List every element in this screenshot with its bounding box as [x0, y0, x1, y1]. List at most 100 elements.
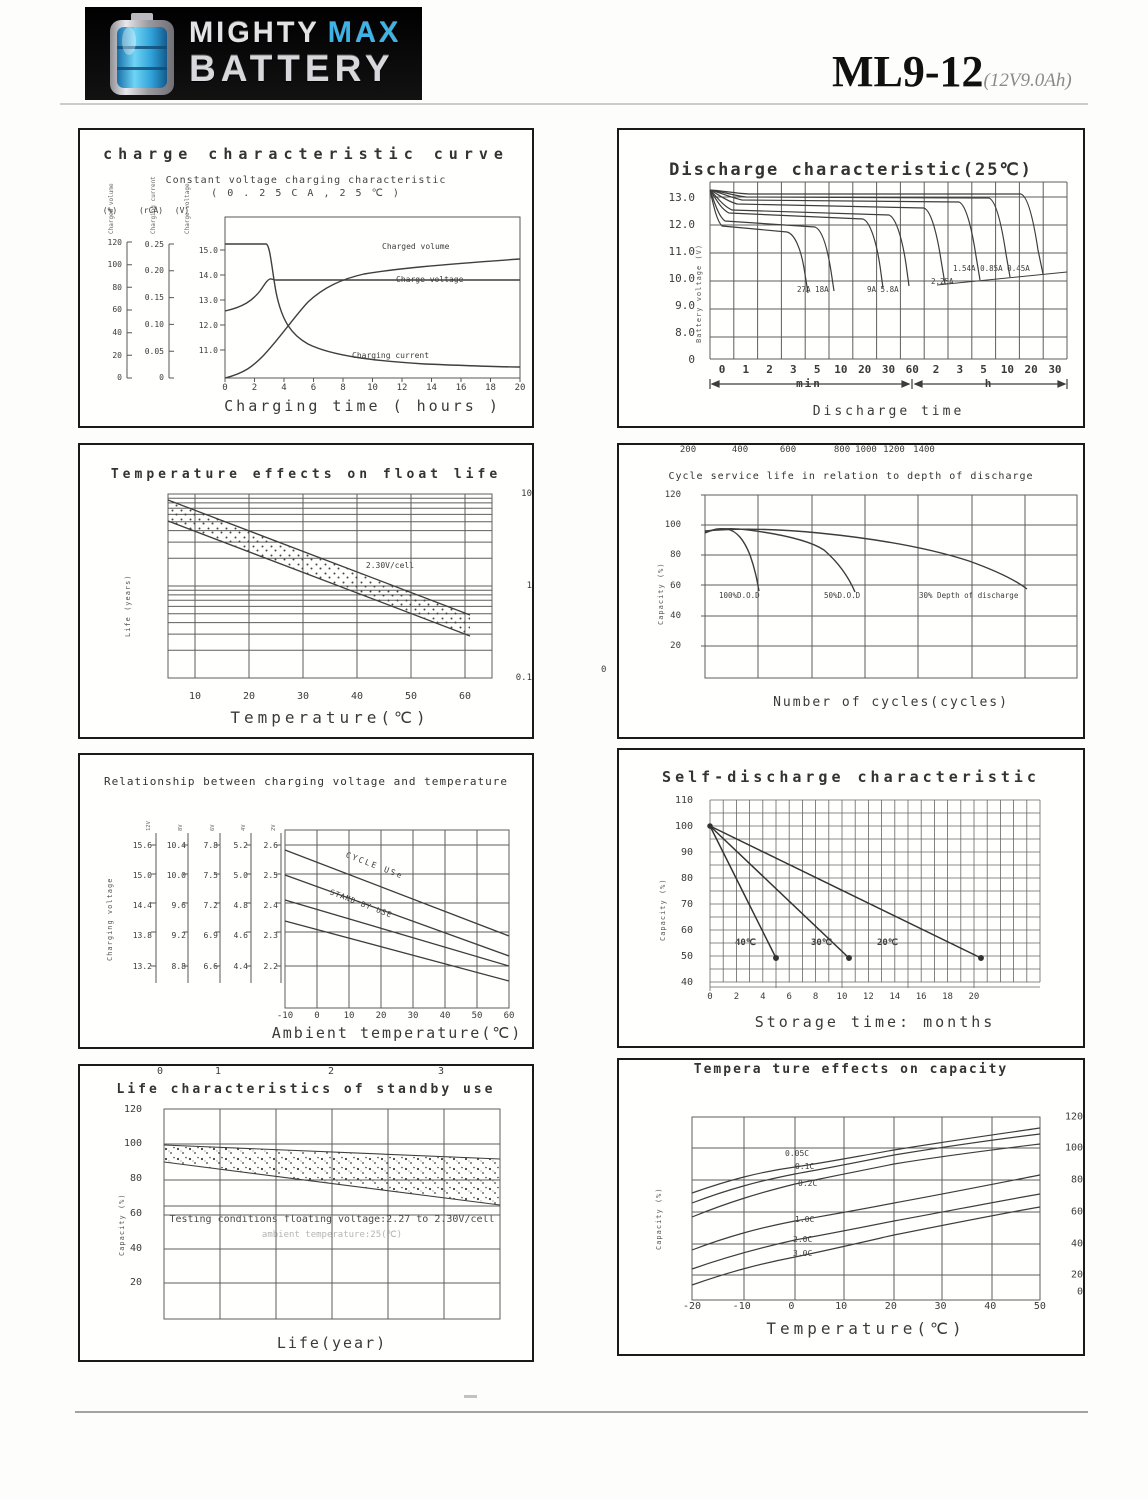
x-axis-label: Temperature(℃): [230, 708, 430, 727]
standby-life-chart-plot: [163, 1108, 501, 1320]
x-axis-origin: 0: [601, 665, 607, 675]
x-axis-ticks: 0 2 4 6 8 10 12 14 16 18 20: [707, 992, 980, 1002]
curve-0.05C: [691, 1127, 1041, 1194]
x-axis-ticks: -20 -10 0 10 20 30 40 50: [682, 1301, 1046, 1312]
panel-discharge-characteristic: Discharge characteristic(25℃) Battery vo…: [617, 128, 1085, 428]
logo-word-battery: BATTERY: [189, 48, 395, 89]
curve-label-100dod: 100%D.O.D: [719, 591, 760, 600]
curve-0.1C: [691, 1133, 1041, 1204]
curve-label-005c: 0.05C: [785, 1149, 810, 1158]
band-annotation-voltage: 2.30V/cell: [365, 561, 415, 570]
tick-label: 100: [1064, 1142, 1083, 1154]
tick-label: 60: [1070, 1206, 1083, 1218]
mighty-max-logo: MIGHTY MAX BATTERY: [85, 7, 422, 100]
tick-label: 0.1: [515, 673, 532, 683]
charging-voltage-chart-plot: [151, 829, 510, 1009]
cycle-band-upper: [284, 849, 510, 937]
logo-word-mighty: MIGHTY: [189, 17, 320, 49]
axis-unit-percent: (%): [102, 206, 118, 215]
cutoff-line: [936, 271, 1068, 286]
curve-100-dod: [704, 527, 760, 592]
tick-label: 1: [526, 581, 532, 591]
chart-title: Discharge characteristic(25℃): [669, 160, 1033, 180]
curve-label-30dod: 30% Depth of discharge: [919, 591, 1019, 600]
x-axis-label: Ambient temperature(℃): [271, 1024, 523, 1042]
panel-float-life: Temperature effects on float life Life (…: [78, 443, 534, 739]
x-axis-label: Discharge time: [812, 404, 965, 419]
curve-label-50dod: 50%D.O.D: [824, 591, 861, 600]
chart-title: Life characteristics of standby use: [116, 1082, 496, 1097]
curve-0.85A: [709, 189, 1011, 278]
curve-label-27a-18a: 27A 18A: [797, 285, 829, 294]
chart-subtitle-conditions: ( 0 . 2 5 C A , 2 5 ℃ ): [211, 188, 401, 199]
tick-label: 1400: [913, 445, 935, 455]
curve-label-charging-current: Charging current: [352, 351, 430, 360]
panel-charge-characteristic: charge characteristic curve Constant vol…: [78, 128, 534, 428]
curve-charging-current: [225, 243, 521, 368]
curve-0.45A: [709, 189, 1044, 275]
tick-label: 2: [327, 1066, 335, 1077]
x-axis-ticks: 0 1 2 3 5 10 20 30 60 2 3 5 10 20 30: [718, 363, 1062, 376]
x-axis-label: Number of cycles(cycles): [773, 695, 1009, 710]
curve-30-dod: [704, 528, 1028, 590]
tick-label: 20: [1070, 1269, 1083, 1281]
curve-1.0C: [691, 1174, 1041, 1251]
line-30c: [709, 825, 850, 959]
curve-charged-volume: [224, 258, 521, 379]
model-number: ML9-12: [832, 47, 984, 96]
y-axis-rca-ticks: 0.25 0.20 0.15 0.10 0.05 0: [144, 239, 164, 383]
line-20c: [709, 825, 982, 959]
tick-label: 1000: [855, 445, 877, 455]
y-axis-ticks: 120 100 80 60 40 20: [664, 490, 681, 651]
line-40c: [709, 825, 777, 959]
curve-label-20c: 2.0C: [793, 1235, 813, 1244]
float-life-band: [168, 500, 470, 636]
chart-title: Cycle service life in relation to depth …: [668, 471, 1034, 482]
model-title: ML9-12(12V9.0Ah): [832, 46, 1072, 97]
curve-18A: [709, 189, 835, 292]
standby-life-band: [164, 1145, 500, 1205]
y-axis-percent-ticks: 120 100 80 60 40 20 0: [107, 237, 122, 383]
curve-label-9a-5.8a: 9A 5.8A: [867, 285, 899, 294]
curve-3.0C: [691, 1206, 1041, 1286]
curve-9A: [709, 189, 884, 289]
battery-icon: [110, 13, 174, 95]
temp-capacity-chart-plot: [691, 1116, 1041, 1301]
tick-label: 80: [1070, 1174, 1083, 1186]
footer-dash: [464, 1395, 477, 1398]
standby-band-lower: [284, 920, 510, 982]
standby-band-upper: [284, 899, 510, 967]
footer-divider: [75, 1411, 1088, 1413]
curve-50-dod: [704, 527, 856, 593]
panel-charging-voltage-temperature: Relationship between charging voltage an…: [78, 753, 534, 1049]
x-axis-label: Life(year): [276, 1334, 388, 1352]
panel-self-discharge: Self-discharge characteristic Capacity (…: [617, 748, 1085, 1048]
tick-label: 800: [833, 445, 851, 455]
curve-2.0C: [691, 1193, 1041, 1270]
float-life-chart-plot: [167, 493, 493, 679]
model-spec: (12V9.0Ah): [983, 70, 1072, 91]
curve-label-30c: 3.0C: [793, 1249, 813, 1258]
tick-label: 10: [521, 489, 532, 499]
curve-label-low-currents: 1.54A 0.85A 0.45A: [953, 264, 1030, 273]
tick-label: 0: [1076, 1286, 1083, 1298]
curve-27A: [709, 189, 809, 294]
logo-word-max: MAX: [327, 17, 402, 49]
tick-label: 1200: [883, 445, 905, 455]
header-divider: [60, 103, 1088, 105]
cycle-band-lower: [284, 874, 510, 957]
chart-title: charge characteristic curve: [103, 145, 509, 163]
x-axis-label: Temperature(℃): [766, 1319, 966, 1338]
tick-label: 400: [731, 445, 749, 455]
tick-label: 120: [1064, 1111, 1083, 1123]
tick-label: 40: [1070, 1238, 1083, 1250]
panel-cycle-service-life: Cycle service life in relation to depth …: [601, 443, 1085, 739]
y-axis-ticks: 120 100 80 60 40 20: [123, 1103, 142, 1289]
tick-label: 0: [156, 1066, 164, 1077]
panel-standby-life: Life characteristics of standby use Capa…: [78, 1064, 534, 1362]
curve-label-01c: 0.1C: [795, 1162, 815, 1171]
x-axis-label: Charging time ( hours ): [224, 397, 501, 415]
axis-unit-volt: (V): [174, 206, 190, 215]
curve-charge-voltage: [224, 278, 520, 312]
